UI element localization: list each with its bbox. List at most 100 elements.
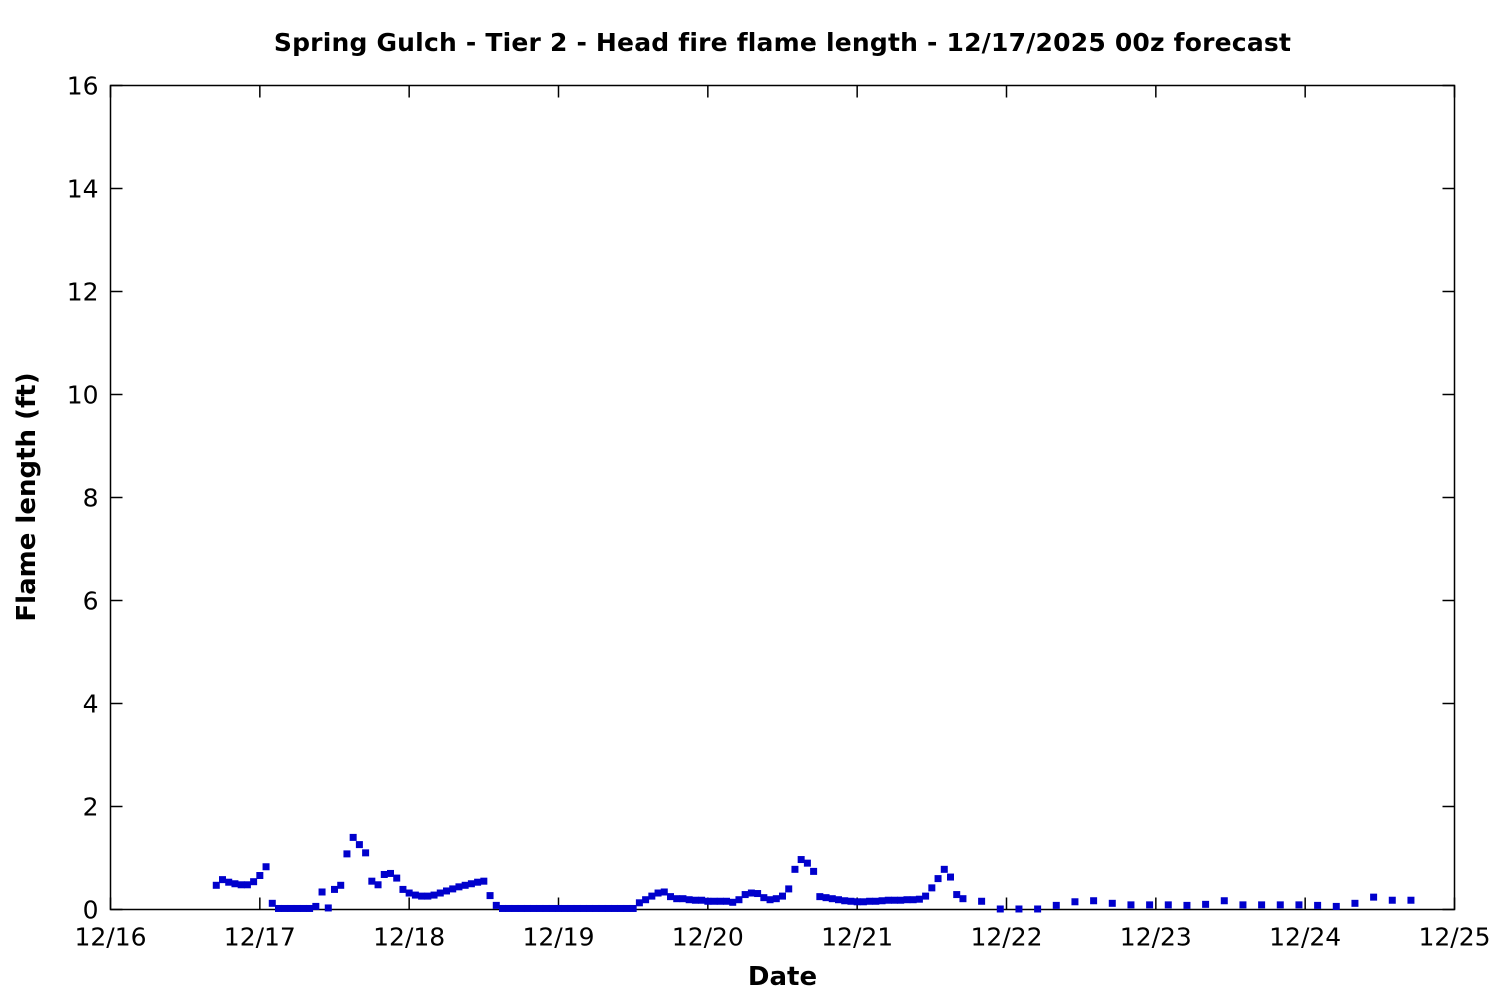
data-point [355,841,363,849]
data-point [293,904,301,912]
y-tick-label: 4 [83,690,99,719]
data-point [791,865,799,873]
data-point [1332,902,1340,910]
data-point [1015,905,1023,913]
y-axis-title: Flame length (ft) [12,372,42,622]
data-point [928,884,936,892]
data-point [716,897,724,905]
x-tick-label: 12/22 [970,923,1042,952]
data-point [343,850,351,858]
data-point [1146,901,1154,909]
data-point [461,881,469,889]
data-point [399,885,407,893]
y-tick-label: 14 [67,175,99,204]
data-point [579,904,587,912]
data-point [411,891,419,899]
data-point [642,896,650,904]
y-tick-label: 2 [83,793,99,822]
data-point [772,895,780,903]
data-point [940,865,948,873]
data-point [1220,897,1228,905]
data-point [542,904,550,912]
data-point [567,904,575,912]
data-point [449,885,457,893]
data-point [704,897,712,905]
data-point [635,899,643,907]
data-point [281,904,289,912]
data-point [573,904,581,912]
data-point [517,904,525,912]
data-point [555,904,562,912]
plot-border [109,84,1456,911]
x-tick-label: 12/25 [1418,923,1490,952]
data-point [368,877,376,885]
x-tick-label: 12/21 [821,923,893,952]
data-point [691,896,699,904]
x-tick-label: 12/24 [1269,923,1341,952]
data-point [492,901,500,909]
x-tick-label: 12/17 [224,923,296,952]
x-tick-label: 12/16 [74,923,146,952]
data-point [735,896,743,904]
data-point [803,859,811,867]
data-point [225,878,233,886]
data-point [523,904,531,912]
data-point [275,904,282,912]
data-point [648,892,656,900]
data-point [387,869,394,877]
data-point [729,898,737,906]
data-point [219,876,226,884]
data-point [306,904,314,912]
data-point [915,895,923,903]
data-point [212,881,220,889]
data-point [797,856,805,864]
data-point [536,904,544,912]
data-point [978,897,986,905]
data-point [1351,899,1359,907]
y-tick-label: 10 [67,381,99,410]
data-point [1314,901,1322,909]
data-point [667,893,674,901]
data-point [262,863,270,871]
data-point [841,897,849,905]
data-point [598,904,606,912]
y-tick-label: 16 [67,72,99,101]
data-point [586,904,594,912]
data-point [760,894,768,902]
data-point [909,896,917,904]
data-point [859,898,867,906]
data-point [250,878,258,886]
y-tick-label: 0 [83,896,99,925]
data-point [1258,901,1266,909]
data-point [374,881,382,889]
data-point [996,905,1004,913]
data-point [1295,901,1303,909]
data-point [436,889,444,897]
data-point [872,897,880,905]
data-point [623,904,631,912]
data-point [380,870,388,878]
data-point [1052,901,1060,909]
data-point [530,904,538,912]
data-point [362,849,370,857]
data-point [592,904,600,912]
data-point [604,904,612,912]
data-point [1108,899,1116,907]
data-point [474,878,482,886]
data-point [698,896,706,904]
chart-title: Spring Gulch - Tier 2 - Head fire flame … [273,28,1292,57]
x-tick-label: 12/18 [373,923,445,952]
data-point [424,892,432,900]
data-point [822,894,830,902]
data-point [1071,898,1079,906]
data-point [897,896,905,904]
data-point [922,892,930,900]
data-point [679,895,687,903]
x-tick-label: 12/19 [522,923,594,952]
data-point [243,881,251,889]
data-point [953,891,961,899]
data-point [337,881,345,889]
data-point [1276,901,1284,909]
data-point [1239,901,1247,909]
data-point [1127,901,1135,909]
